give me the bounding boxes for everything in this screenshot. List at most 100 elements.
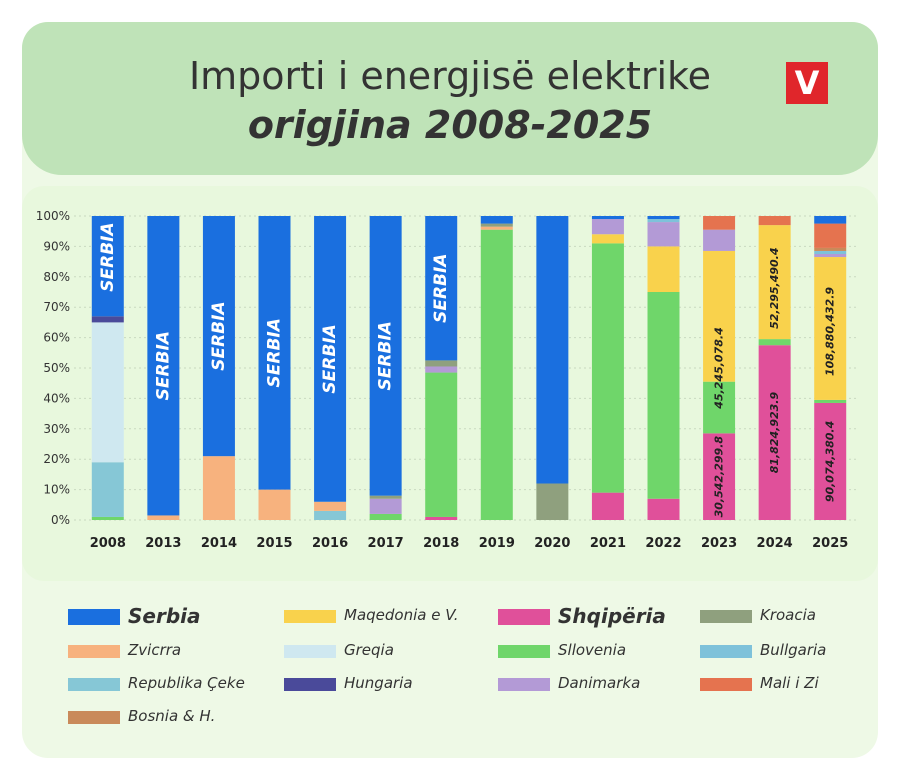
x-tick-label: 2018 (423, 536, 459, 551)
bar-segment (147, 216, 180, 516)
bar-segment (814, 254, 847, 258)
bar-segment (147, 515, 180, 520)
bar-country-label: SERBIA (153, 331, 173, 400)
bar-segment (703, 250, 736, 382)
bar-country-label: SERBIA (209, 301, 229, 370)
y-tick-label: 50% (43, 361, 70, 375)
bar-segment (369, 216, 402, 496)
bar-segment (91, 216, 124, 317)
x-tick-label: 2016 (312, 536, 348, 551)
y-tick-label: 0% (51, 513, 70, 527)
chart-title: Importi i energjisë elektrike (188, 54, 712, 98)
bar-segment (814, 257, 847, 400)
bar-segment (91, 516, 124, 520)
bar-country-label: SERBIA (265, 318, 285, 387)
bar-segment (369, 513, 402, 520)
bar-segment (814, 247, 847, 251)
header-band (22, 22, 878, 175)
bar-segment (814, 402, 847, 520)
bar-country-label: SERBIA (98, 222, 118, 291)
data-label: 30,542,299.8 (713, 436, 726, 518)
x-tick-label: 2021 (590, 536, 626, 551)
bar-segment (703, 433, 736, 520)
bar-segment (536, 216, 569, 484)
bar-country-label: SERBIA (320, 324, 340, 393)
bar-segment (814, 216, 847, 224)
x-tick-label: 2017 (368, 536, 404, 551)
data-label: 81,824,923.9 (768, 392, 781, 474)
bar-segment (814, 223, 847, 248)
y-tick-label: 100% (36, 209, 70, 223)
y-tick-label: 60% (43, 331, 70, 345)
bar-segment (425, 372, 458, 517)
x-tick-label: 2013 (145, 536, 181, 551)
bar-segment (480, 229, 513, 520)
bar-segment (814, 399, 847, 403)
bar-segment (480, 223, 513, 227)
bar-segment (314, 510, 347, 520)
x-tick-label: 2025 (812, 536, 848, 551)
bar-segment (647, 498, 680, 520)
bar-segment (91, 322, 124, 463)
bar-segment (369, 495, 402, 499)
bar-segment (591, 243, 624, 493)
bar-segment (814, 250, 847, 254)
bar-segment (369, 498, 402, 514)
y-tick-label: 20% (43, 452, 70, 466)
bar-segment (647, 246, 680, 292)
bar-segment (480, 226, 513, 230)
x-tick-label: 2022 (645, 536, 681, 551)
bar-country-label: SERBIA (431, 254, 451, 323)
bar-segment (591, 234, 624, 244)
bar-segment (425, 360, 458, 367)
data-label: 45,245,078.4 (713, 327, 726, 409)
brand-logo: V (786, 62, 828, 104)
stacked-bar-chart: 0% 10% 20% 30% 40% 50% 60% 70% 80% 90% 100% 2008 201… (36, 209, 858, 551)
bar-segment (758, 225, 791, 340)
data-label: 90,074,380.4 (824, 421, 837, 502)
bar-segment (591, 219, 624, 235)
bar-segment (647, 219, 680, 223)
bar-segment (91, 316, 124, 323)
bar-segment (758, 339, 791, 346)
bar-segment (536, 483, 569, 520)
chart-subtitle: origjina 2008-2025 (247, 103, 653, 147)
bar-segment (758, 216, 791, 226)
y-tick-label: 40% (43, 391, 70, 405)
bar-segment (91, 462, 124, 517)
data-label: 108,880,432.9 (824, 287, 837, 376)
bar-segment (258, 489, 291, 520)
x-tick-label: 2014 (201, 536, 237, 551)
x-tick-label: 2015 (256, 536, 292, 551)
bar-segment (703, 216, 736, 230)
bar-segment (647, 222, 680, 247)
bar-segment (425, 366, 458, 373)
x-tick-label: 2024 (757, 536, 793, 551)
bar-segment (314, 216, 347, 502)
data-label: 52,295,490.4 (768, 247, 781, 328)
bar-segment (591, 492, 624, 520)
bar-segment (425, 216, 458, 361)
bar-country-label: SERBIA (376, 321, 396, 390)
y-tick-label: 70% (43, 300, 70, 314)
bar-segment (591, 216, 624, 220)
bar-segment (425, 516, 458, 520)
bar-segment (202, 456, 235, 520)
x-tick-label: 2023 (701, 536, 737, 551)
y-tick-label: 80% (43, 270, 70, 284)
bar-segment (703, 381, 736, 434)
bar-segment (758, 345, 791, 520)
bar-segment (703, 229, 736, 251)
brand-logo-letter: V (794, 64, 820, 102)
y-tick-label: 30% (43, 422, 70, 436)
bar-segment (647, 216, 680, 220)
y-tick-label: 10% (43, 483, 70, 497)
bar-segment (258, 216, 291, 490)
bar-segment (314, 501, 347, 511)
x-tick-label: 2008 (90, 536, 126, 551)
x-tick-label: 2019 (479, 536, 515, 551)
y-tick-label: 90% (43, 239, 70, 253)
bar-segment (647, 292, 680, 499)
bar-segment (202, 216, 235, 457)
bar-segment (480, 216, 513, 224)
